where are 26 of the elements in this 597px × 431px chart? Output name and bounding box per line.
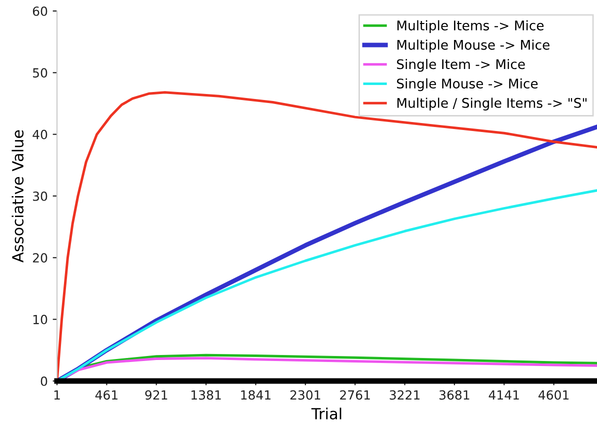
y-tick-label: 20: [32, 253, 48, 263]
x-tick-label: 1: [54, 390, 60, 400]
x-tick-label: 1381: [192, 390, 221, 400]
y-tick-label: 10: [33, 314, 48, 324]
y-tick-label: 60: [32, 6, 48, 16]
x-tick-label: 4601: [538, 390, 569, 400]
legend-label: Multiple / Single Items -> "S": [397, 98, 586, 110]
legend-label: Multiple Mouse -> Mice: [397, 40, 550, 52]
x-tick-label: 3221: [390, 390, 420, 400]
legend-label: Single Mouse -> Mice: [397, 78, 538, 92]
legend-label: Single Item -> Mice: [397, 58, 525, 72]
x-tick-label: 921: [145, 390, 168, 400]
y-tick-label: 40: [32, 130, 48, 140]
y-tick-label: 0: [40, 376, 48, 386]
y-tick-label: 30: [33, 191, 48, 201]
x-tick-label: 4141: [488, 390, 519, 400]
x-tick-label: 3681: [439, 390, 470, 400]
y-tick-label: 50: [33, 68, 48, 78]
x-tick-label: 461: [95, 390, 118, 400]
x-axis-title: Trial: [311, 408, 342, 420]
x-tick-label: 2301: [290, 390, 320, 400]
x-tick-label: 1841: [241, 390, 270, 400]
x-tick-label: 2761: [340, 390, 370, 400]
legend-label: Multiple Items -> Mice: [397, 20, 544, 34]
y-axis-title: Associative Value: [12, 130, 24, 262]
line-series: [57, 189, 597, 381]
